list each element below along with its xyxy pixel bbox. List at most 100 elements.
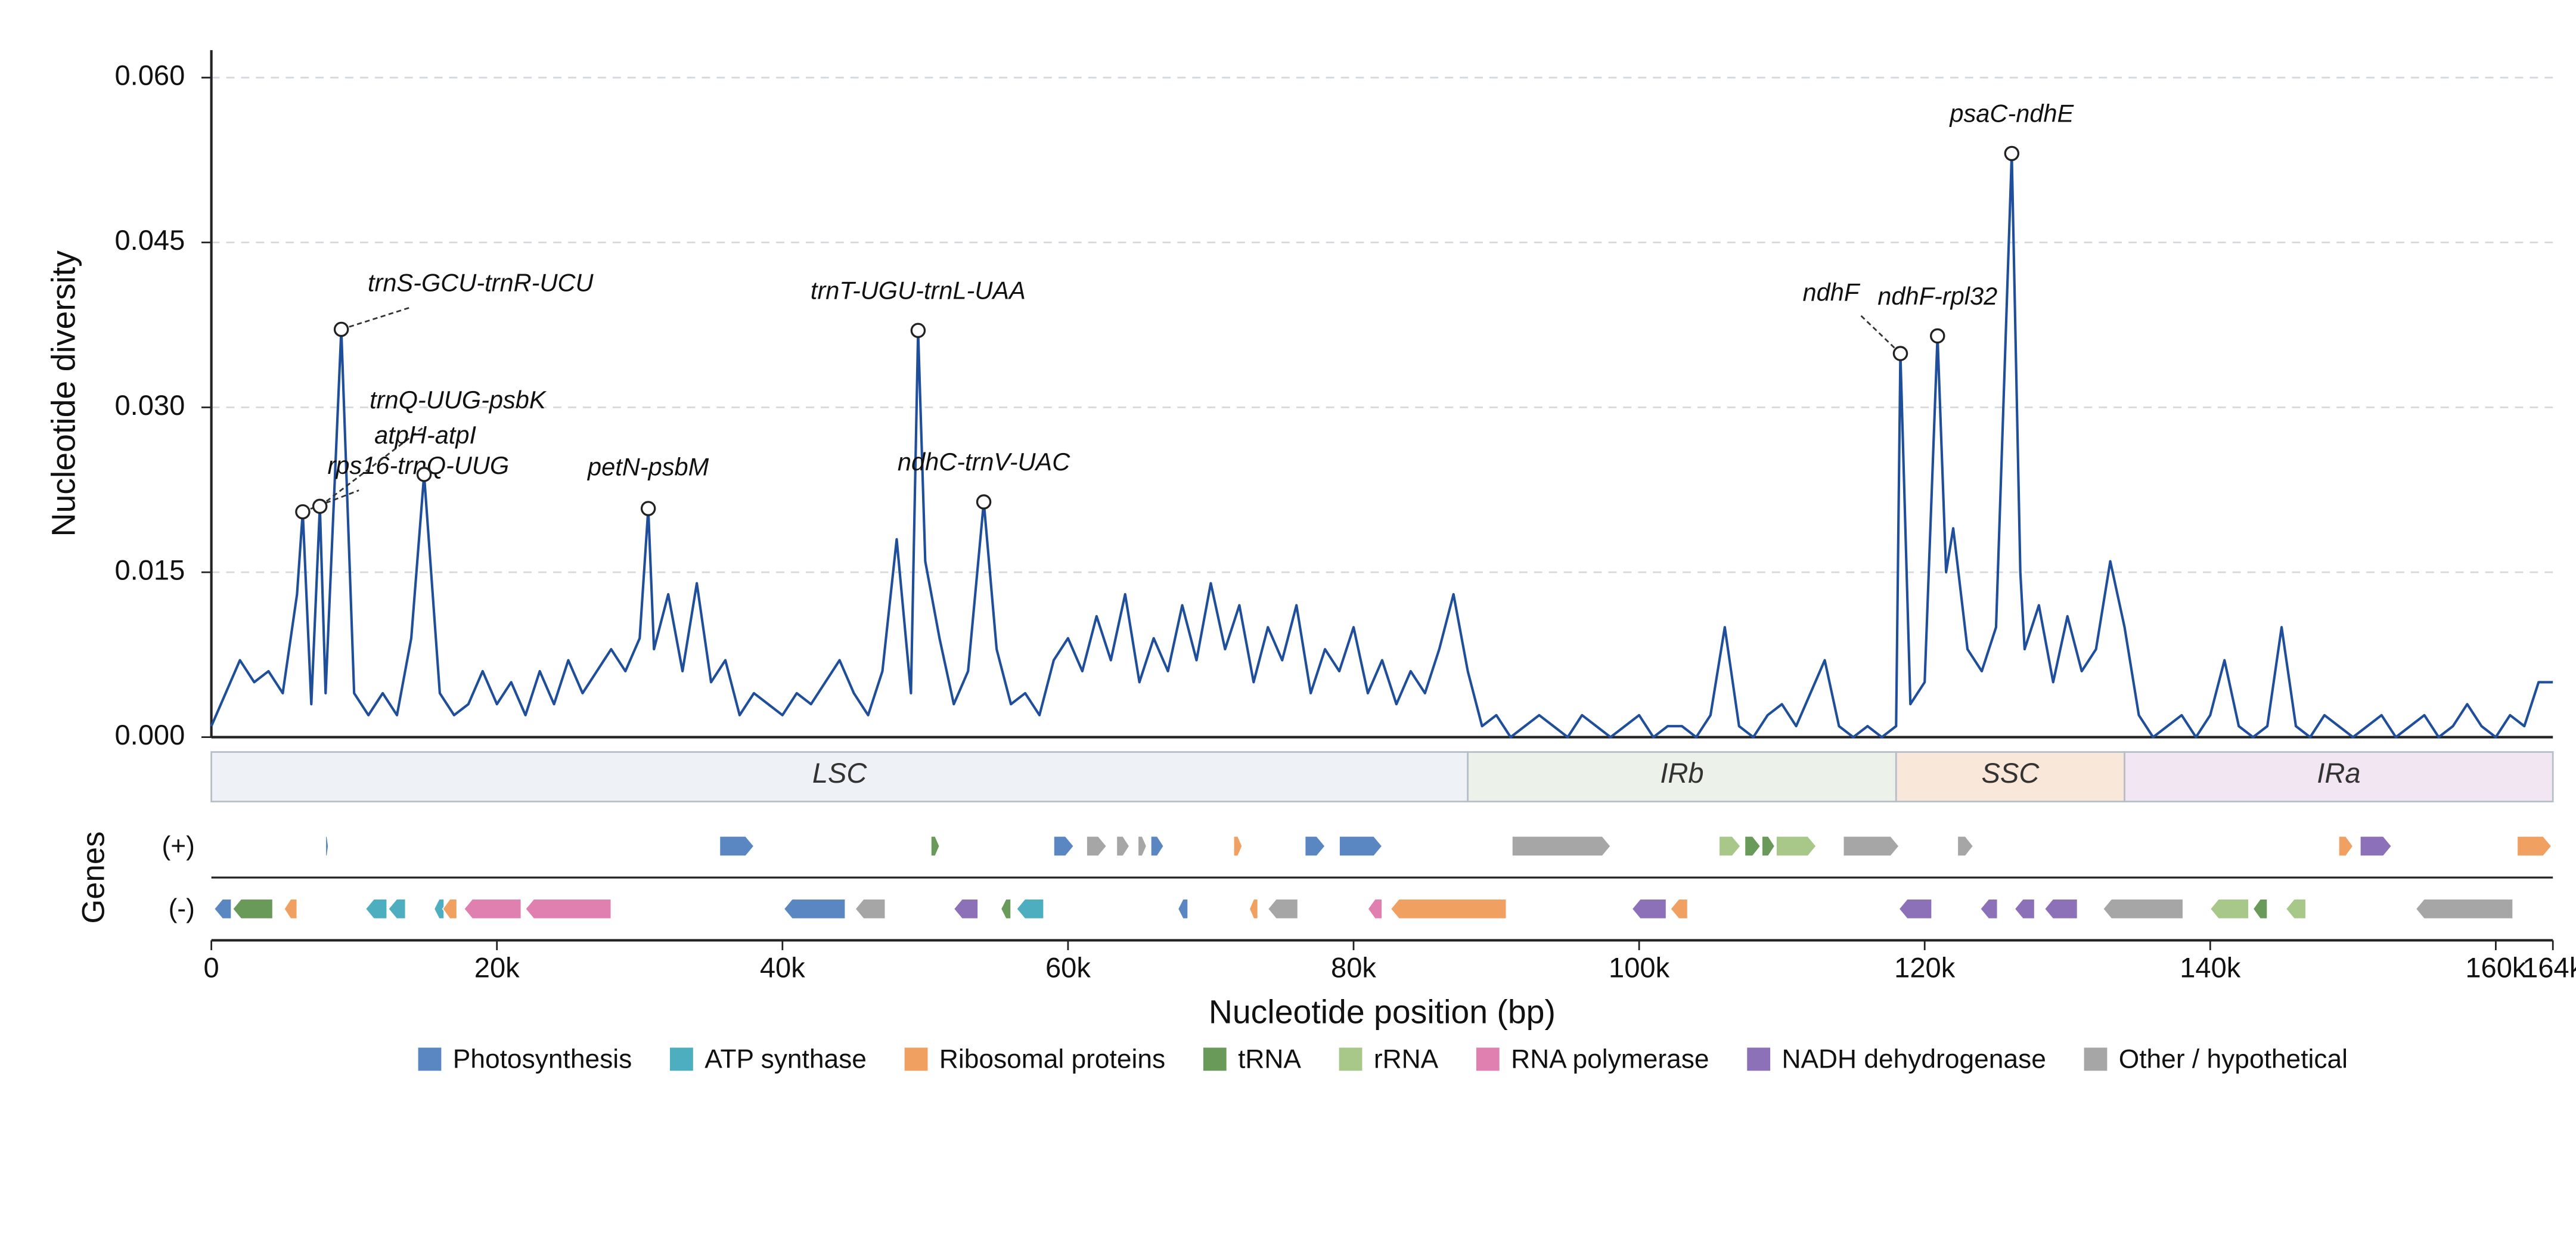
gene-block [719, 836, 755, 857]
region-label: IRb [1660, 757, 1703, 789]
gene-block [232, 898, 274, 920]
gene-block [1842, 836, 1900, 857]
region-label: LSC [812, 757, 868, 789]
annotation-marker [1892, 346, 1908, 361]
x-tick-label: 140k [2180, 952, 2241, 984]
legend-label: Other / hypothetical [2119, 1044, 2348, 1074]
legend-label: Ribosomal proteins [939, 1044, 1165, 1074]
region-label: IRa [2317, 757, 2360, 789]
x-axis-label: Nucleotide position (bp) [1209, 994, 1556, 1031]
gene-block [2044, 898, 2078, 920]
annotation-marker [910, 322, 926, 339]
legend-label: RNA polymerase [1511, 1044, 1709, 1074]
legend-label: Photosynthesis [453, 1044, 632, 1074]
gene-block [2102, 898, 2184, 920]
gene-block [1339, 836, 1383, 857]
annotation-leader [302, 489, 359, 513]
annotation-label: ndhF [1803, 278, 1861, 306]
y-tick-label: 0.060 [114, 60, 185, 91]
minus-label: (-) [169, 894, 195, 923]
gene-block [1304, 836, 1326, 857]
x-tick-label: 164k [2522, 952, 2576, 984]
gene-block [1957, 836, 1974, 857]
gene-block [1150, 836, 1165, 857]
y-tick-label: 0.015 [114, 554, 185, 585]
legend-label: NADH dehydrogenase [1782, 1044, 2046, 1074]
region-band [1895, 751, 2125, 803]
diversity-line [210, 152, 2553, 739]
region-band [2124, 751, 2554, 803]
gene-block [2516, 836, 2552, 857]
region-label: SSC [1982, 757, 2040, 789]
gene-block [1367, 898, 1383, 920]
x-tick-label: 120k [1894, 952, 1956, 984]
gene-block [930, 836, 941, 857]
plus-label: (+) [162, 832, 195, 861]
gene-block [213, 898, 232, 920]
x-tick-label: 100k [1609, 952, 1670, 984]
annotation-label: trnQ-UUG-psbK [370, 386, 547, 414]
annotation-marker [976, 494, 992, 510]
gene-block [1249, 898, 1259, 920]
gene-block [1177, 898, 1188, 920]
gene-block [1979, 898, 1998, 920]
legend-swatch [418, 1047, 442, 1071]
gene-block [387, 898, 406, 920]
gene-block [2338, 836, 2354, 857]
x-tick-label: 20k [474, 952, 520, 984]
annotation-label: ndhC-trnV-UAC [898, 448, 1070, 476]
gene-block [2415, 898, 2513, 920]
gene-block [1776, 836, 1817, 857]
x-tick-label: 40k [760, 952, 805, 984]
gene-block [1267, 898, 1299, 920]
annotation-label: psaC-ndhE [1948, 100, 2074, 128]
track-label: Genes [76, 832, 111, 924]
annotation-marker [2004, 145, 2020, 162]
gene-block [1137, 836, 1147, 857]
annotation-leader [341, 307, 409, 330]
annotation-label: atpH-atpI [374, 421, 476, 449]
legend-label: rRNA [1374, 1044, 1439, 1074]
gene-block [2285, 898, 2307, 920]
gene-block [1744, 836, 1761, 857]
annotation-label: trnS-GCU-trnR-UCU [368, 269, 594, 297]
legend-swatch [1476, 1047, 1500, 1071]
x-tick-label: 80k [1331, 952, 1376, 984]
annotation-marker [640, 501, 656, 516]
gene-block [2359, 836, 2392, 857]
gene-block [442, 898, 458, 920]
gene-block [1233, 836, 1243, 857]
annotation-leader [1858, 313, 1901, 355]
annotation-marker [416, 467, 432, 482]
legend-swatch [1339, 1047, 1363, 1071]
gene-block [2014, 898, 2035, 920]
gene-block [1669, 898, 1689, 920]
gene-block [283, 898, 298, 920]
legend-label: ATP synthase [704, 1044, 867, 1074]
gene-block [953, 898, 979, 920]
gene-block [1512, 836, 1612, 857]
gene-block [1086, 836, 1107, 857]
gene-block [2209, 898, 2249, 920]
gene-block [783, 898, 846, 920]
gene-block [325, 836, 329, 857]
legend-swatch [1747, 1047, 1771, 1071]
gene-block [463, 898, 522, 920]
legend-label: tRNA [1238, 1044, 1301, 1074]
y-tick-label: 0.045 [114, 224, 185, 256]
annotation-marker [312, 498, 328, 514]
gene-block [1631, 898, 1667, 920]
legend-swatch [670, 1047, 693, 1071]
legend-swatch [1203, 1047, 1227, 1071]
gene-block [1390, 898, 1507, 920]
gene-block [1016, 898, 1045, 920]
annotation-marker [1930, 328, 1945, 344]
y-axis-label: Nucleotide diversity [45, 250, 82, 537]
gene-block [1000, 898, 1011, 920]
gene-block [1718, 836, 1742, 857]
gene-block [1116, 836, 1130, 857]
y-tick-label: 0.000 [114, 719, 185, 750]
x-tick-label: 60k [1045, 952, 1091, 984]
